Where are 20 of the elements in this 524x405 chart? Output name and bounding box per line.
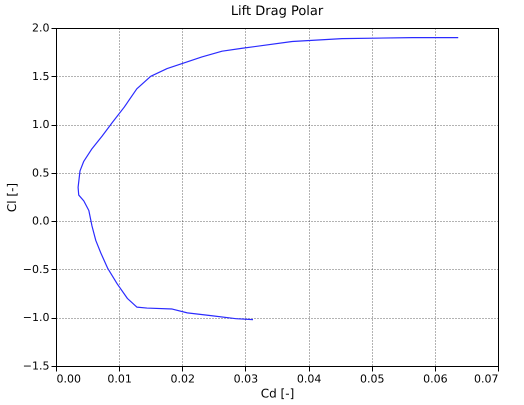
y-tick-label: 1.5 bbox=[32, 70, 50, 83]
y-axis-title: Cl [-] bbox=[4, 182, 19, 212]
x-tick-label: 0.06 bbox=[423, 372, 448, 386]
x-axis-title: Cd [-] bbox=[260, 386, 294, 400]
x-tick-label: 0.05 bbox=[360, 372, 384, 386]
x-tick-label: 0.03 bbox=[234, 372, 258, 386]
y-tick-label: 0.5 bbox=[32, 166, 50, 180]
x-tick-label: 0.04 bbox=[296, 372, 322, 386]
x-tick-label: 0.07 bbox=[474, 372, 498, 386]
x-tick-label: 0.02 bbox=[170, 372, 196, 386]
y-tick-label: 1.0 bbox=[32, 118, 50, 132]
x-tick-label: 0.00 bbox=[56, 372, 81, 386]
y-tick-label: −0.5 bbox=[22, 262, 50, 276]
x-tick-label: 0.01 bbox=[107, 372, 132, 386]
y-tick-label: −1.0 bbox=[22, 311, 50, 324]
line-series bbox=[78, 37, 459, 320]
y-tick-label: −1.5 bbox=[22, 360, 50, 372]
y-tick-label: 2.0 bbox=[32, 22, 50, 34]
y-tick-label: 0.0 bbox=[32, 214, 50, 228]
chart-title: Lift Drag Polar bbox=[230, 4, 324, 19]
